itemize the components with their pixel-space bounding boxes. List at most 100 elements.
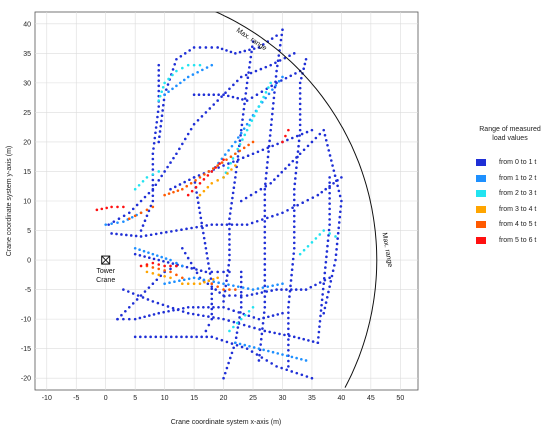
data-point bbox=[261, 286, 265, 289]
data-point bbox=[305, 130, 309, 134]
data-point bbox=[135, 298, 139, 301]
data-point bbox=[260, 291, 264, 294]
data-point bbox=[122, 214, 126, 218]
data-point bbox=[251, 306, 255, 309]
x-tick-labels: -10 -5 0 5 10 15 20 25 30 35 40 45 50 bbox=[42, 395, 405, 402]
data-point bbox=[210, 317, 214, 321]
trajectory-from-1-to-2-t bbox=[133, 246, 184, 268]
data-point bbox=[186, 306, 190, 309]
data-point bbox=[146, 298, 150, 301]
y-tick-label: -15 bbox=[21, 346, 31, 353]
data-point bbox=[307, 339, 310, 342]
data-point bbox=[203, 241, 207, 245]
data-point bbox=[151, 162, 155, 166]
data-point bbox=[95, 208, 99, 212]
data-point bbox=[122, 220, 125, 223]
data-point bbox=[328, 181, 331, 184]
data-point bbox=[207, 306, 210, 309]
data-point bbox=[243, 102, 246, 106]
data-point bbox=[143, 255, 146, 258]
trajectory-from-0-to-1-t bbox=[239, 128, 343, 315]
data-point bbox=[202, 93, 206, 96]
data-point bbox=[234, 288, 237, 291]
data-point bbox=[202, 278, 206, 282]
data-point bbox=[302, 67, 305, 70]
trajectory-from-3-to-4-t bbox=[198, 164, 237, 197]
data-point bbox=[169, 276, 172, 280]
data-point bbox=[228, 238, 231, 241]
data-point bbox=[198, 181, 202, 185]
y-axis-label: Crane coordinate system y-axis (m) bbox=[6, 146, 13, 256]
data-point bbox=[241, 98, 244, 101]
data-point bbox=[210, 181, 214, 185]
data-point bbox=[181, 246, 184, 250]
data-point bbox=[211, 277, 215, 281]
x-tick-label: -5 bbox=[73, 395, 79, 402]
data-point bbox=[264, 65, 268, 69]
data-point bbox=[263, 204, 267, 207]
data-point bbox=[210, 312, 214, 316]
data-point bbox=[334, 253, 338, 256]
data-point bbox=[252, 316, 256, 319]
data-point bbox=[185, 265, 189, 269]
data-point bbox=[228, 217, 231, 221]
data-point bbox=[154, 183, 158, 187]
data-point bbox=[276, 64, 279, 68]
data-point bbox=[127, 211, 131, 215]
data-point bbox=[163, 282, 166, 285]
data-point bbox=[245, 81, 249, 85]
data-point bbox=[155, 120, 159, 124]
data-point bbox=[232, 309, 235, 312]
data-point bbox=[269, 123, 273, 127]
data-point bbox=[204, 270, 208, 274]
data-point bbox=[292, 204, 296, 207]
data-point bbox=[300, 132, 304, 136]
data-point bbox=[200, 115, 204, 118]
data-point bbox=[180, 335, 183, 339]
data-point bbox=[328, 212, 331, 216]
data-point bbox=[151, 178, 155, 182]
legend-swatch bbox=[476, 174, 486, 182]
data-point bbox=[287, 359, 290, 363]
data-point bbox=[228, 288, 231, 291]
data-point bbox=[230, 351, 234, 355]
trajectory-from-0-to-1-t bbox=[110, 176, 343, 238]
data-point bbox=[314, 237, 318, 240]
data-point bbox=[262, 348, 265, 352]
data-point bbox=[172, 308, 175, 312]
data-point bbox=[154, 126, 158, 129]
data-point bbox=[236, 321, 239, 325]
data-point bbox=[271, 112, 274, 116]
data-point bbox=[207, 279, 211, 283]
data-point bbox=[263, 273, 267, 277]
data-point bbox=[116, 221, 119, 224]
trajectory-from-0-to-1-t bbox=[316, 176, 331, 345]
data-point bbox=[263, 198, 267, 202]
data-point bbox=[250, 350, 254, 353]
data-point bbox=[222, 176, 225, 179]
data-point bbox=[157, 74, 161, 77]
data-point bbox=[326, 144, 329, 147]
data-point bbox=[189, 261, 193, 265]
data-point bbox=[269, 128, 272, 132]
data-point bbox=[163, 275, 166, 278]
data-point bbox=[257, 347, 261, 350]
data-point bbox=[181, 66, 184, 70]
data-point bbox=[157, 140, 161, 144]
data-point bbox=[169, 267, 172, 271]
data-point bbox=[189, 181, 193, 185]
trajectory-from-1-to-2-t bbox=[163, 63, 214, 96]
data-point bbox=[156, 110, 160, 114]
data-point bbox=[166, 83, 170, 86]
data-point bbox=[220, 95, 223, 98]
legend-label: from 3 to 4 t bbox=[499, 205, 537, 213]
data-point bbox=[228, 227, 231, 231]
data-point bbox=[292, 225, 296, 229]
data-point bbox=[276, 352, 280, 355]
data-point bbox=[167, 77, 170, 81]
data-point bbox=[151, 272, 155, 275]
data-point bbox=[186, 282, 190, 285]
data-point bbox=[236, 96, 239, 100]
data-point bbox=[175, 264, 178, 268]
data-point bbox=[157, 179, 161, 182]
